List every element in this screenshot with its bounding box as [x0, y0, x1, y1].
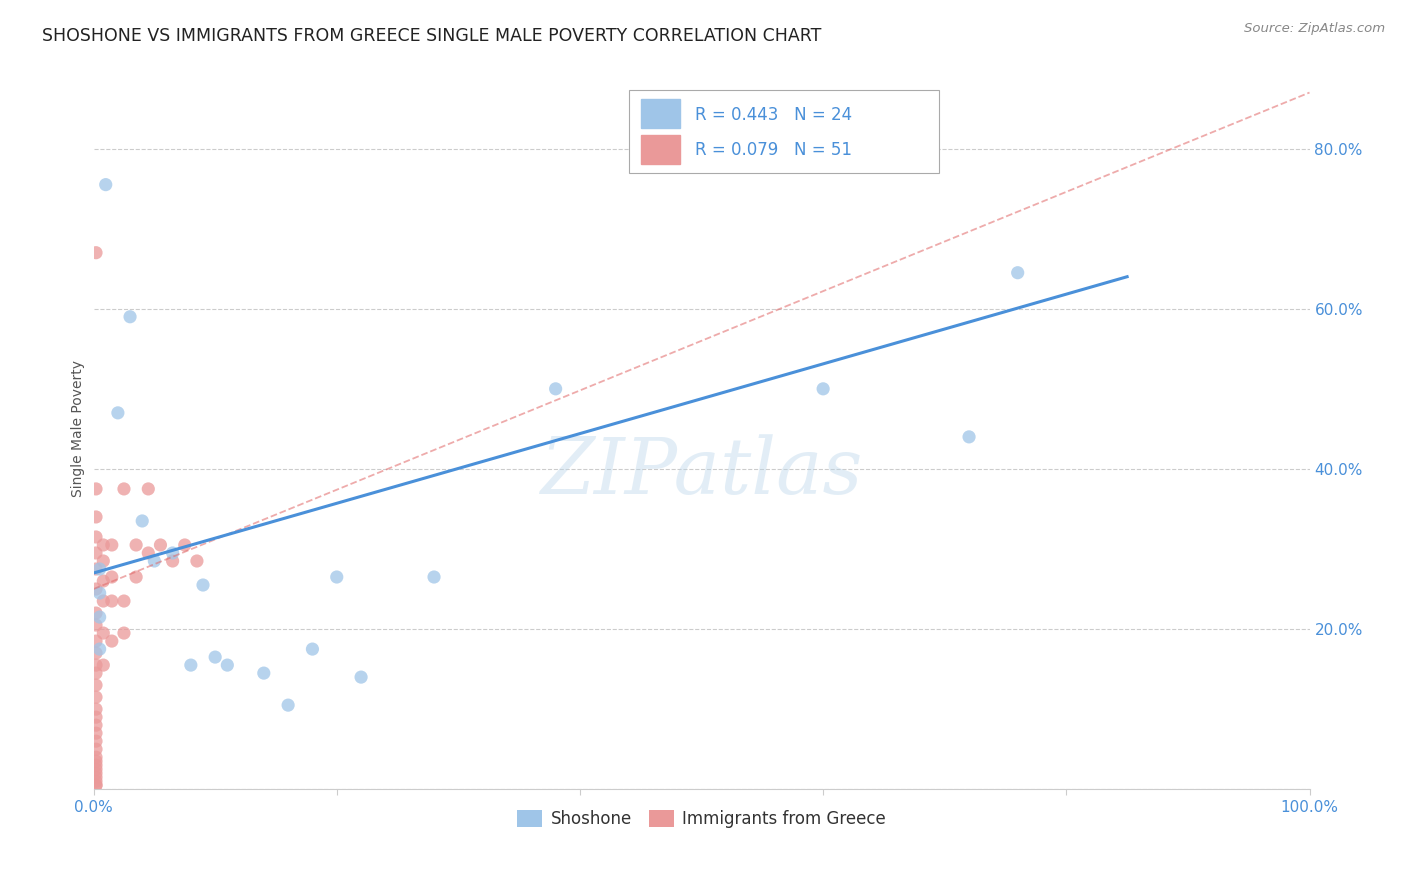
- Text: ZIPatlas: ZIPatlas: [540, 434, 863, 510]
- Point: [131, 514, 153, 528]
- Point: [186, 554, 208, 568]
- Point: [84, 778, 107, 792]
- Bar: [641, 135, 679, 163]
- Point: [180, 658, 202, 673]
- Point: [84, 766, 107, 780]
- Point: [84, 482, 107, 496]
- Point: [84, 245, 107, 260]
- Point: [91, 574, 114, 588]
- Point: [143, 554, 166, 568]
- Point: [84, 618, 107, 632]
- Point: [326, 570, 349, 584]
- Legend: Shoshone, Immigrants from Greece: Shoshone, Immigrants from Greece: [510, 804, 893, 835]
- Point: [84, 710, 107, 724]
- Point: [84, 774, 107, 789]
- Point: [149, 538, 172, 552]
- Point: [1007, 266, 1029, 280]
- Point: [84, 778, 107, 792]
- Point: [112, 626, 135, 640]
- Point: [84, 770, 107, 784]
- Y-axis label: Single Male Poverty: Single Male Poverty: [72, 360, 86, 498]
- Point: [101, 594, 124, 608]
- Point: [84, 658, 107, 673]
- Point: [84, 750, 107, 764]
- Point: [162, 546, 184, 560]
- Point: [162, 554, 184, 568]
- Point: [253, 666, 276, 681]
- Point: [84, 546, 107, 560]
- Point: [91, 626, 114, 640]
- Point: [84, 562, 107, 576]
- Point: [136, 546, 159, 560]
- Point: [84, 702, 107, 716]
- Point: [84, 758, 107, 772]
- Point: [91, 538, 114, 552]
- Point: [84, 726, 107, 740]
- Point: [84, 754, 107, 768]
- Point: [84, 510, 107, 524]
- Point: [84, 582, 107, 596]
- Point: [89, 562, 111, 576]
- Point: [136, 482, 159, 496]
- Point: [101, 570, 124, 584]
- Point: [957, 430, 980, 444]
- Point: [84, 718, 107, 732]
- Bar: [641, 99, 679, 128]
- Point: [101, 538, 124, 552]
- Point: [118, 310, 141, 324]
- Point: [94, 178, 117, 192]
- Text: SHOSHONE VS IMMIGRANTS FROM GREECE SINGLE MALE POVERTY CORRELATION CHART: SHOSHONE VS IMMIGRANTS FROM GREECE SINGL…: [42, 27, 821, 45]
- Point: [173, 538, 195, 552]
- Point: [84, 742, 107, 756]
- Text: R = 0.443   N = 24: R = 0.443 N = 24: [696, 106, 852, 124]
- Point: [84, 530, 107, 544]
- Point: [277, 698, 299, 713]
- Point: [84, 634, 107, 648]
- Point: [89, 610, 111, 624]
- Point: [125, 570, 148, 584]
- Point: [84, 606, 107, 620]
- Point: [91, 594, 114, 608]
- Point: [89, 586, 111, 600]
- Point: [301, 642, 323, 657]
- Point: [811, 382, 834, 396]
- FancyBboxPatch shape: [628, 90, 939, 173]
- Point: [84, 646, 107, 660]
- Point: [84, 690, 107, 705]
- Text: R = 0.079   N = 51: R = 0.079 N = 51: [696, 141, 852, 159]
- Point: [217, 658, 239, 673]
- Point: [84, 678, 107, 692]
- Point: [84, 666, 107, 681]
- Point: [112, 594, 135, 608]
- Point: [423, 570, 446, 584]
- Point: [84, 734, 107, 748]
- Point: [204, 650, 226, 665]
- Point: [125, 538, 148, 552]
- Point: [84, 762, 107, 776]
- Point: [112, 482, 135, 496]
- Point: [544, 382, 567, 396]
- Point: [101, 634, 124, 648]
- Point: [91, 554, 114, 568]
- Point: [107, 406, 129, 420]
- Point: [89, 642, 111, 657]
- Text: Source: ZipAtlas.com: Source: ZipAtlas.com: [1244, 22, 1385, 36]
- Point: [191, 578, 214, 592]
- Point: [350, 670, 373, 684]
- Point: [91, 658, 114, 673]
